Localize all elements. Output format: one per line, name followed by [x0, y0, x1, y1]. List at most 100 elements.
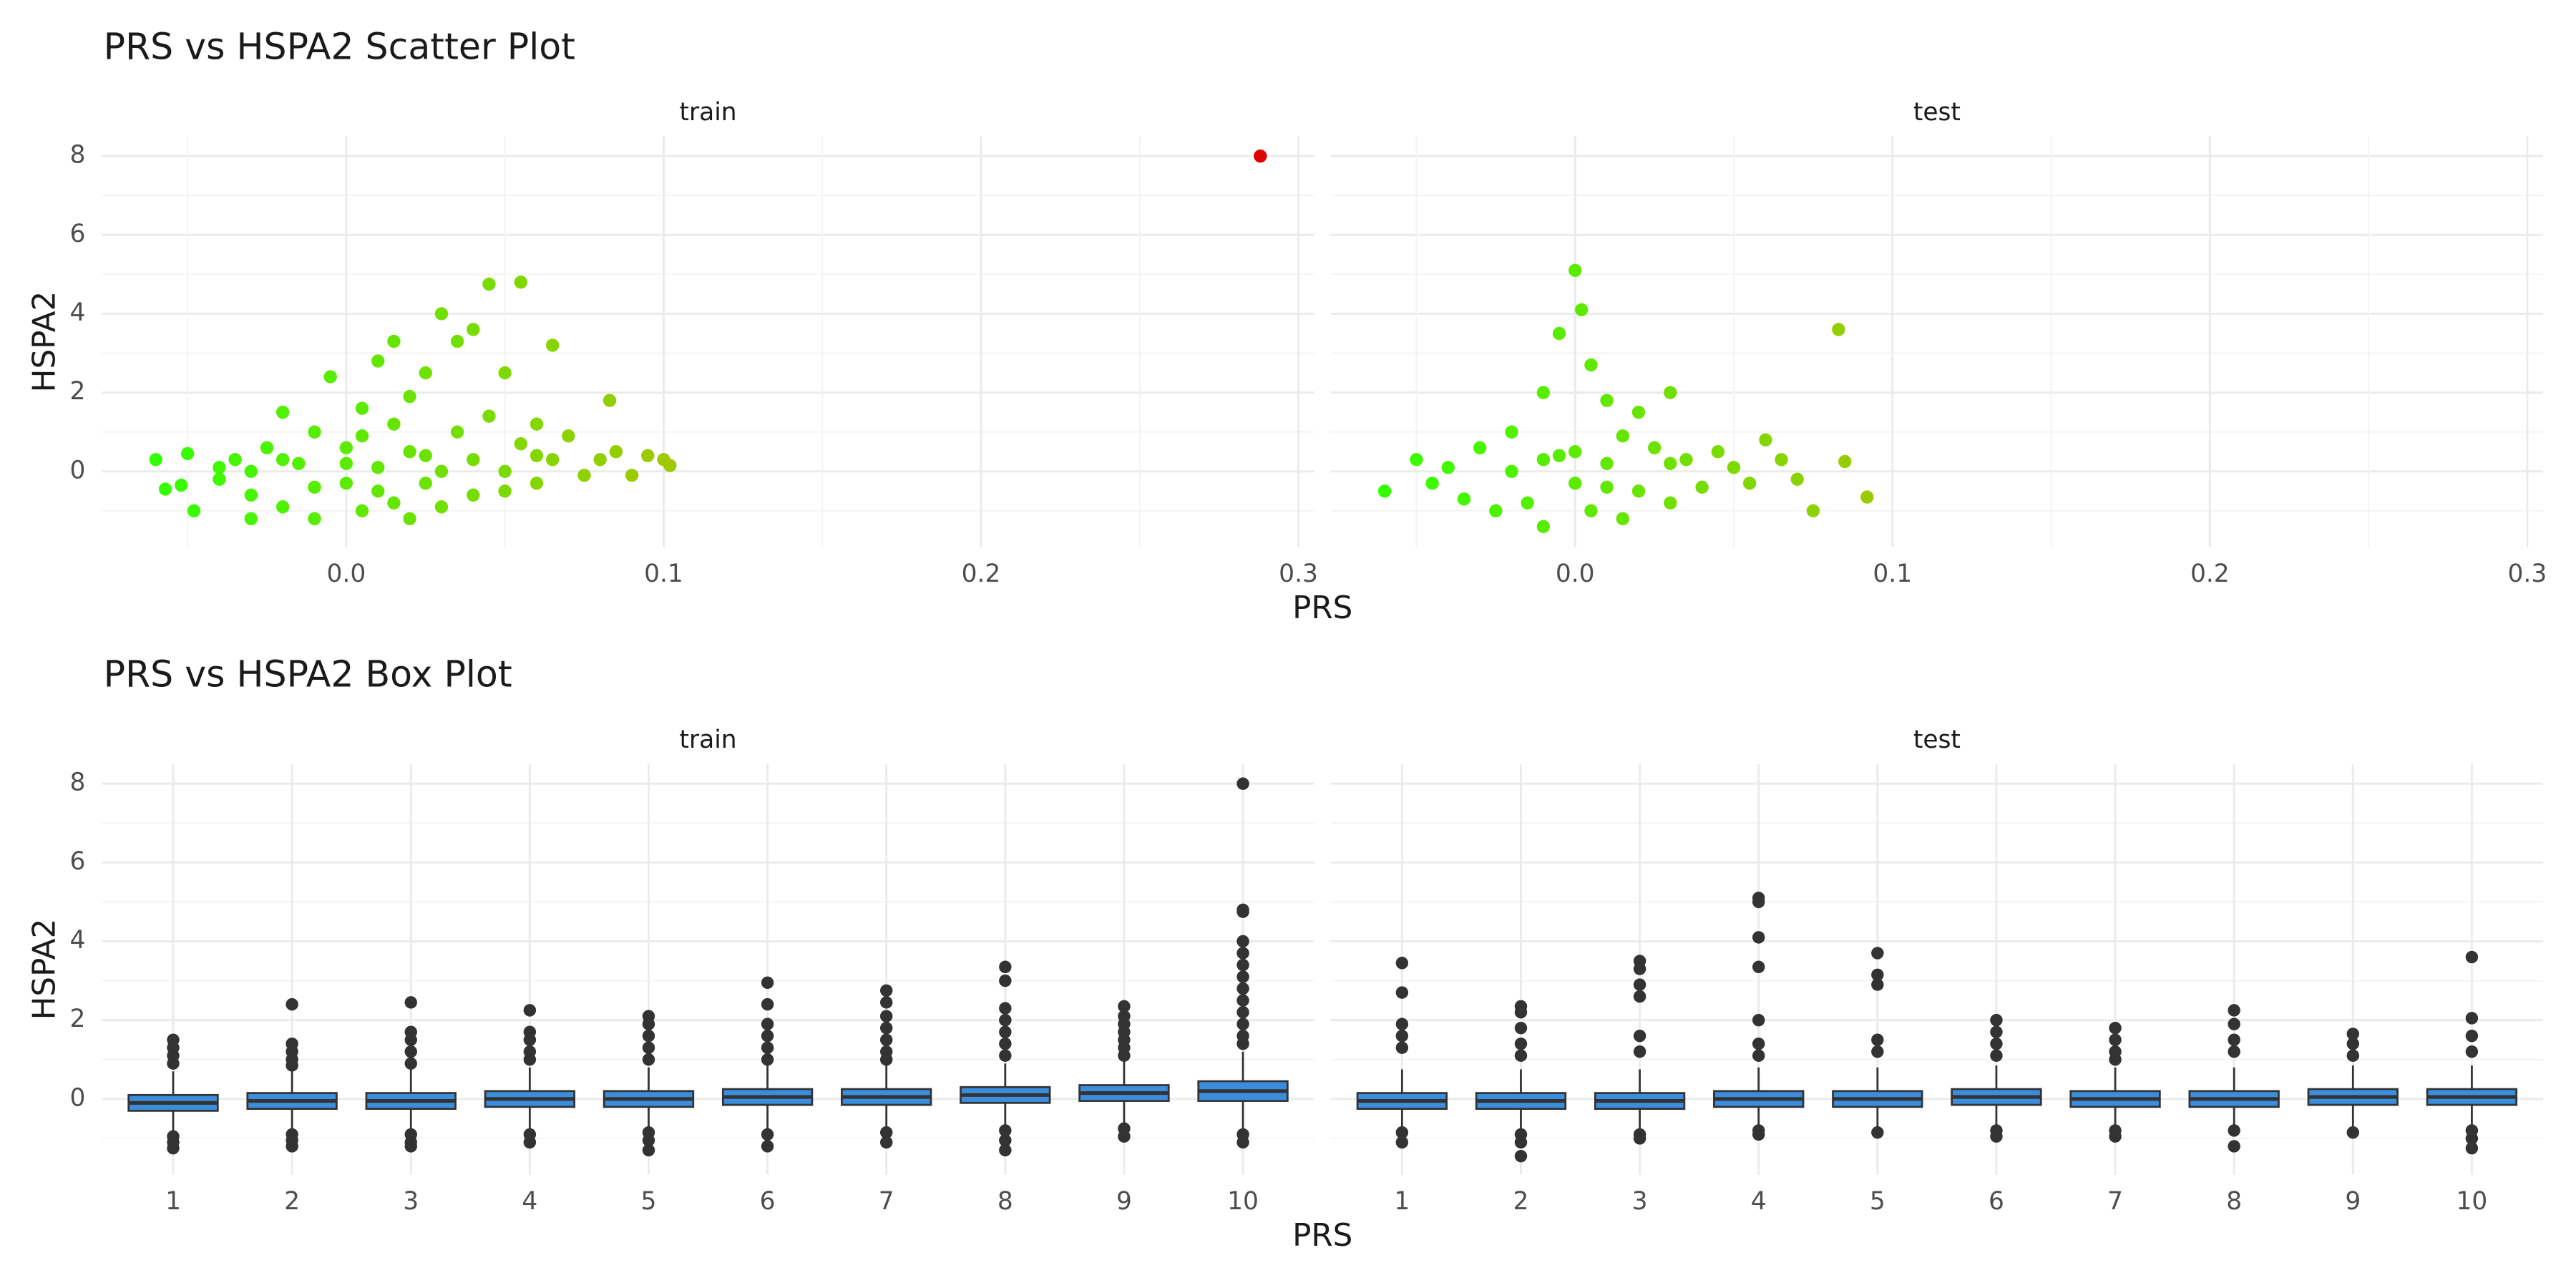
- x-tick-label: 10: [2457, 1187, 2488, 1216]
- point: [1254, 149, 1267, 163]
- point: [419, 449, 432, 462]
- outlier: [2109, 1130, 2122, 1143]
- outlier: [404, 1140, 417, 1153]
- outlier: [761, 1029, 774, 1043]
- x-tick-label: 9: [1116, 1187, 1132, 1216]
- outlier: [642, 1053, 655, 1066]
- point: [355, 401, 369, 415]
- outlier: [999, 1124, 1012, 1137]
- point: [308, 512, 321, 526]
- point: [1616, 512, 1629, 526]
- outlier: [1395, 1041, 1409, 1054]
- outlier: [642, 1018, 655, 1030]
- point: [275, 500, 290, 514]
- facet-label: test: [1913, 726, 1961, 754]
- point: [625, 469, 639, 482]
- outlier: [404, 1045, 417, 1058]
- outlier: [2228, 1140, 2240, 1153]
- facet-label: train: [679, 98, 736, 127]
- point: [577, 469, 591, 482]
- point: [1505, 425, 1518, 439]
- point: [339, 441, 353, 454]
- y-tick-label: 6: [69, 847, 85, 876]
- outlier: [1236, 1018, 1249, 1030]
- x-tick-label: 10: [1227, 1187, 1259, 1216]
- point: [498, 484, 512, 498]
- x-tick-label: 9: [2345, 1187, 2361, 1216]
- outlier: [761, 1041, 774, 1054]
- outlier: [1118, 1000, 1131, 1013]
- x-tick-label: 5: [1870, 1187, 1885, 1216]
- point: [1536, 519, 1551, 534]
- x-tick-label: 0.0: [1556, 560, 1595, 588]
- point: [419, 366, 432, 380]
- outlier: [2109, 1021, 2122, 1035]
- outlier: [1752, 1049, 1765, 1062]
- point: [1377, 484, 1392, 498]
- point: [1743, 477, 1757, 490]
- outlier: [2228, 1045, 2240, 1058]
- point: [1631, 484, 1646, 498]
- chart-title: PRS vs HSPA2 Box Plot: [104, 653, 512, 695]
- point: [434, 464, 449, 478]
- outlier: [1871, 968, 1884, 982]
- outlier: [999, 1002, 1012, 1015]
- outlier: [2346, 1049, 2360, 1062]
- point: [187, 504, 201, 518]
- point: [371, 461, 385, 474]
- point: [1631, 405, 1646, 419]
- outlier: [999, 1133, 1012, 1147]
- point: [1616, 429, 1629, 443]
- point: [1552, 326, 1566, 341]
- point: [213, 461, 226, 474]
- outlier: [286, 1140, 298, 1153]
- x-tick-label: 1: [165, 1187, 181, 1216]
- outlier: [879, 1021, 893, 1035]
- outlier: [1633, 1132, 1646, 1145]
- point: [387, 334, 401, 348]
- x-tick-label: 3: [403, 1187, 419, 1216]
- point: [663, 459, 677, 472]
- x-tick-label: 0.2: [962, 560, 1001, 588]
- outlier: [1752, 1128, 1765, 1141]
- outlier: [1990, 1013, 2003, 1027]
- point: [1711, 445, 1725, 459]
- outlier: [2228, 1018, 2240, 1030]
- point: [244, 488, 258, 502]
- outlier: [1633, 1029, 1646, 1043]
- x-tick-label: 0.3: [2508, 560, 2547, 588]
- point: [355, 504, 369, 518]
- y-tick-label: 6: [69, 220, 85, 248]
- point: [1568, 445, 1582, 459]
- point: [450, 425, 464, 439]
- outlier: [879, 1033, 893, 1046]
- x-tick-label: 4: [522, 1187, 537, 1216]
- point: [387, 496, 401, 510]
- outlier: [1236, 970, 1249, 983]
- outlier: [1395, 986, 1409, 999]
- point: [1521, 496, 1534, 510]
- point: [641, 449, 655, 462]
- point: [158, 482, 172, 496]
- point: [1568, 263, 1582, 278]
- point: [1832, 323, 1845, 336]
- point: [339, 477, 353, 490]
- outlier: [999, 974, 1012, 987]
- outlier: [404, 996, 417, 1009]
- outlier: [879, 996, 893, 1009]
- outlier: [1236, 1037, 1249, 1050]
- outlier: [2109, 1033, 2122, 1046]
- point: [371, 484, 385, 498]
- outlier: [2228, 1004, 2240, 1017]
- point: [180, 447, 195, 461]
- outlier: [2465, 1045, 2479, 1058]
- point: [1473, 441, 1487, 454]
- point: [1441, 461, 1455, 474]
- x-tick-label: 0.3: [1279, 560, 1318, 588]
- outlier: [761, 997, 774, 1011]
- x-tick-label: 3: [1632, 1187, 1648, 1216]
- outlier: [1118, 1130, 1131, 1143]
- x-tick-label: 0.1: [644, 560, 683, 588]
- y-tick-label: 4: [69, 926, 85, 955]
- outlier: [1752, 1037, 1765, 1050]
